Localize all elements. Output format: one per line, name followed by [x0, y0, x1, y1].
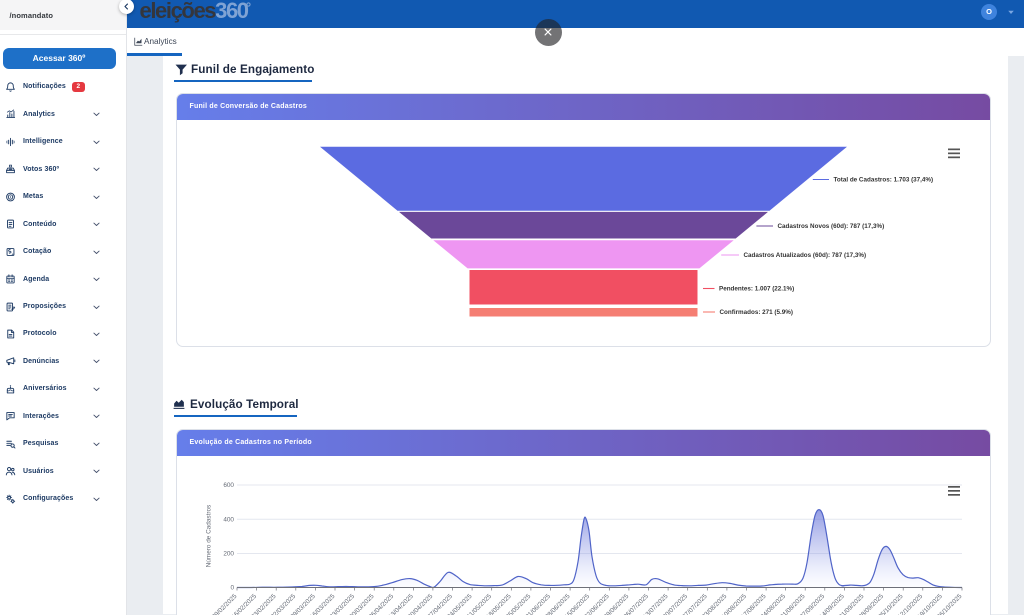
svg-text:Número de Cadastros: Número de Cadastros — [206, 505, 213, 568]
svg-text:400: 400 — [223, 517, 234, 524]
svg-text:Pendentes: 1.007 (22.1%): Pendentes: 1.007 (22.1%) — [719, 286, 794, 293]
svg-text:0: 0 — [230, 585, 234, 592]
svg-text:200: 200 — [223, 551, 234, 558]
svg-text:Cadastros Atualizados (60d): 7: Cadastros Atualizados (60d): 787 (17,3%) — [744, 252, 867, 259]
svg-text:600: 600 — [223, 482, 234, 489]
svg-text:Cadastros Novos (60d): 787 (17: Cadastros Novos (60d): 787 (17,3%) — [778, 223, 885, 230]
svg-text:Confirmados: 271 (5.9%): Confirmados: 271 (5.9%) — [720, 309, 793, 316]
svg-text:Total de Cadastros: 1.703 (37,: Total de Cadastros: 1.703 (37,4%) — [834, 177, 934, 184]
